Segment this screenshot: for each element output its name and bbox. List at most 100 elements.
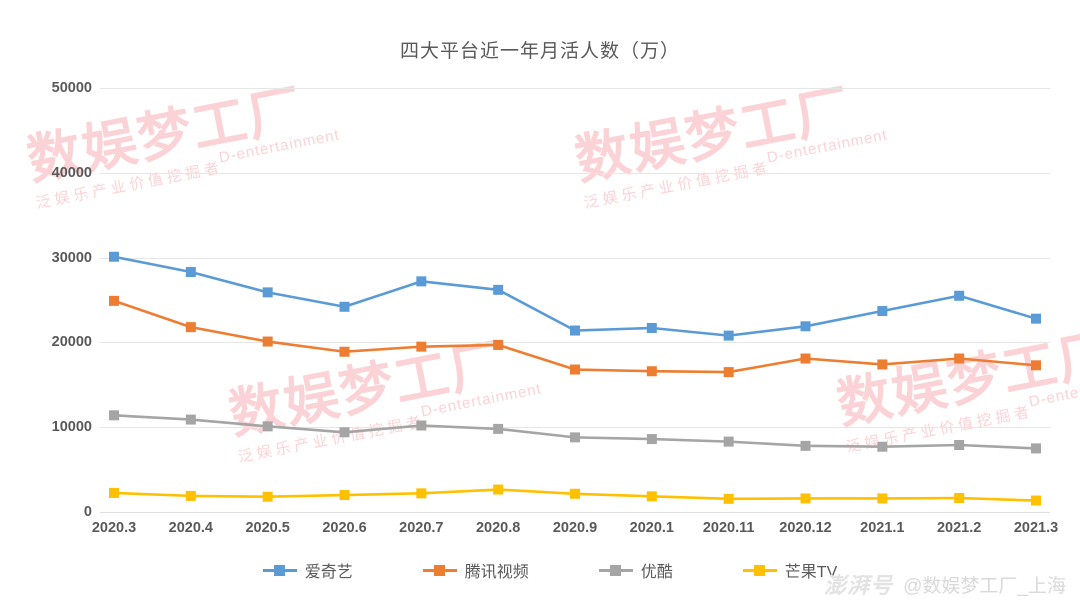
data-point-marker[interactable] [493, 484, 504, 495]
legend-item-iqiyi[interactable]: 爱奇艺 [262, 558, 353, 582]
y-axis: 0 10000 20000 30000 40000 50000 [0, 80, 92, 520]
data-point-marker[interactable] [570, 488, 580, 499]
data-point-marker[interactable] [262, 287, 273, 298]
gridline [100, 172, 1050, 174]
data-point-marker[interactable] [185, 490, 196, 501]
data-point-marker[interactable] [954, 493, 965, 504]
data-point-marker[interactable] [800, 493, 811, 504]
data-point-marker[interactable] [109, 487, 119, 498]
data-point-marker[interactable] [416, 420, 427, 431]
x-axis-tick-label: 2020.9 [552, 520, 598, 536]
data-point-marker[interactable] [723, 493, 734, 504]
x-axis-tick-label: 2020.3 [91, 520, 137, 536]
gridline [100, 342, 1050, 344]
x-axis-tick-label: 2020.8 [475, 520, 521, 536]
data-point-marker[interactable] [109, 410, 119, 421]
data-point-marker[interactable] [800, 321, 811, 332]
x-axis-tick-label: 2020.1 [629, 520, 675, 536]
y-axis-tick-label: 20000 [51, 334, 92, 351]
data-point-marker[interactable] [262, 491, 273, 502]
x-axis-tick-label: 2020.6 [322, 520, 367, 536]
data-point-marker[interactable] [1031, 443, 1041, 454]
chart-legend: 爱奇艺 腾讯视频 优酷 芒果TV [0, 558, 1080, 582]
y-axis-tick-label: 50000 [51, 80, 92, 96]
legend-swatch-icon [742, 564, 777, 576]
gridlines [100, 88, 1050, 513]
data-point-marker[interactable] [646, 322, 657, 333]
footer-brand: 澎湃号 @数娱梦工厂_上海 [824, 568, 1066, 600]
data-point-marker[interactable] [646, 366, 657, 377]
data-point-marker[interactable] [339, 427, 350, 438]
data-point-marker[interactable] [1031, 495, 1041, 506]
gridline [100, 427, 1050, 429]
x-axis-tick-label: 2020.4 [168, 520, 214, 536]
series-line [112, 299, 1038, 374]
data-point-marker[interactable] [646, 434, 657, 445]
data-point-marker[interactable] [339, 490, 350, 501]
data-point-marker[interactable] [723, 367, 734, 378]
data-point-marker[interactable] [339, 301, 350, 312]
series-芒果TV [109, 484, 1041, 506]
x-axis-tick-label: 2021.3 [1013, 520, 1059, 536]
data-point-marker[interactable] [877, 493, 888, 504]
legend-swatch-icon [598, 564, 633, 576]
data-point-marker[interactable] [493, 284, 504, 295]
data-point-marker[interactable] [416, 488, 427, 499]
data-point-marker[interactable] [954, 353, 965, 364]
plot-area [100, 88, 1050, 513]
gridline [100, 88, 1050, 89]
series-line [112, 255, 1038, 337]
series-爱奇艺 [109, 251, 1041, 341]
legend-item-label: 腾讯视频 [464, 564, 529, 581]
legend-swatch-icon [262, 564, 297, 576]
y-axis-tick-label: 10000 [51, 419, 92, 436]
page-title: 四大平台近一年月活人数（万） [399, 41, 680, 62]
x-axis-tick-label: 2020.7 [399, 520, 444, 536]
data-point-marker[interactable] [185, 414, 196, 425]
data-point-marker[interactable] [493, 423, 504, 434]
data-point-marker[interactable] [339, 346, 350, 357]
legend-item-label: 爱奇艺 [304, 564, 353, 581]
data-point-marker[interactable] [416, 341, 427, 352]
data-point-marker[interactable] [185, 267, 196, 278]
data-point-marker[interactable] [109, 251, 119, 262]
legend-item-label: 芒果TV [784, 564, 838, 581]
data-point-marker[interactable] [262, 421, 273, 432]
x-axis-tick-label: 2021.2 [936, 520, 982, 536]
gridline [100, 257, 1050, 259]
data-point-marker[interactable] [570, 364, 580, 375]
x-axis-tick-label: 2020.11 [702, 520, 755, 536]
data-point-marker[interactable] [416, 276, 427, 287]
y-axis-tick-label: 30000 [51, 249, 92, 266]
data-point-marker[interactable] [954, 290, 965, 301]
data-point-marker[interactable] [109, 295, 119, 306]
data-point-marker[interactable] [646, 491, 657, 502]
legend-swatch-icon [422, 564, 457, 576]
data-point-marker[interactable] [570, 432, 580, 443]
data-point-marker[interactable] [800, 440, 811, 451]
y-axis-tick-label: 40000 [51, 164, 92, 181]
legend-item-mango[interactable]: 芒果TV [742, 558, 838, 582]
series-优酷 [109, 410, 1041, 454]
data-point-marker[interactable] [723, 330, 734, 341]
data-point-marker[interactable] [570, 325, 580, 336]
data-point-marker[interactable] [262, 336, 273, 347]
data-point-marker[interactable] [800, 353, 811, 364]
data-point-marker[interactable] [877, 441, 888, 452]
legend-item-label: 优酷 [640, 564, 673, 581]
y-axis-tick-label: 0 [83, 504, 92, 520]
series-line [112, 414, 1038, 450]
data-point-marker[interactable] [1031, 313, 1041, 324]
data-point-marker[interactable] [723, 436, 734, 447]
legend-item-tencent[interactable]: 腾讯视频 [422, 558, 529, 582]
data-point-marker[interactable] [954, 440, 965, 451]
data-point-marker[interactable] [493, 339, 504, 350]
data-point-marker[interactable] [1031, 360, 1041, 371]
x-axis-tick-label: 2020.12 [779, 520, 832, 536]
series-腾讯视频 [109, 295, 1041, 378]
data-point-marker[interactable] [185, 322, 196, 333]
data-point-marker[interactable] [877, 359, 888, 370]
data-point-marker[interactable] [877, 306, 888, 317]
legend-item-youku[interactable]: 优酷 [598, 558, 673, 582]
